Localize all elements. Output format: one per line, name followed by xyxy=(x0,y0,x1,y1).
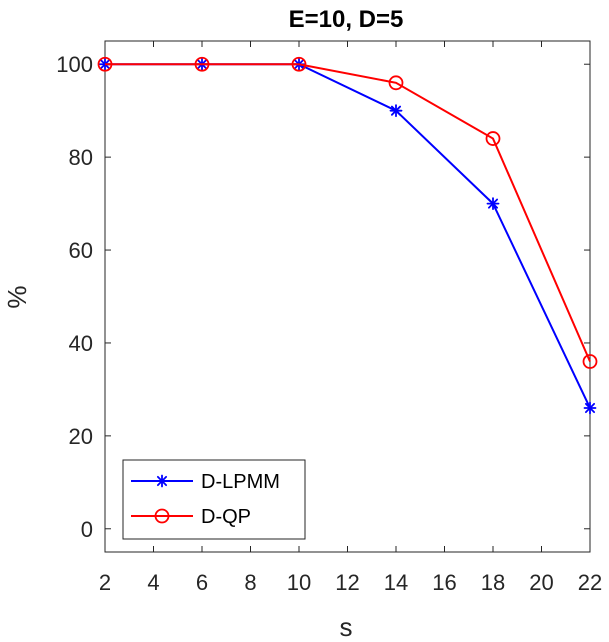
data-point-d-lpmm xyxy=(486,197,500,210)
y-axis-label: % xyxy=(2,285,32,308)
data-point-d-qp xyxy=(194,56,210,72)
data-point-d-qp xyxy=(388,75,404,91)
x-tick-label: 4 xyxy=(147,570,159,595)
series-layer xyxy=(97,56,598,415)
data-point-d-qp xyxy=(97,56,113,72)
y-tick-label: 0 xyxy=(81,517,93,542)
x-tick-label: 16 xyxy=(432,570,456,595)
legend-label-d-lpmm: D-LPMM xyxy=(201,471,280,493)
x-tick-label: 12 xyxy=(335,570,359,595)
data-point-d-qp xyxy=(485,131,501,146)
y-tick-label: 60 xyxy=(69,238,93,263)
data-point-d-lpmm xyxy=(583,401,597,415)
legend-marker-d-qp xyxy=(154,508,170,524)
x-axis: 2 4 6 8 10 12 14 16 18 20 22 xyxy=(99,41,602,595)
x-tick-label: 18 xyxy=(481,570,505,595)
y-tick-label: 100 xyxy=(56,52,93,77)
x-tick-label: 8 xyxy=(244,570,256,595)
legend-label-d-qp: D-QP xyxy=(201,506,251,528)
data-point-d-lpmm xyxy=(389,104,403,118)
legend: D-LPMM D-QP xyxy=(122,459,306,540)
x-axis-label: s xyxy=(340,612,353,642)
x-tick-label: 20 xyxy=(529,570,553,595)
data-point-d-qp xyxy=(582,354,598,369)
x-tick-label: 14 xyxy=(384,570,408,595)
series-line-d-qp xyxy=(105,63,591,362)
y-tick-label: 20 xyxy=(69,424,93,449)
x-tick-label: 2 xyxy=(99,570,111,595)
data-point-d-qp xyxy=(291,56,307,72)
x-tick-label: 10 xyxy=(287,570,311,595)
y-tick-label: 80 xyxy=(69,145,93,170)
y-axis: 0 20 40 60 80 100 xyxy=(56,52,590,542)
x-tick-label: 22 xyxy=(578,570,602,595)
x-tick-label: 6 xyxy=(196,570,208,595)
legend-box xyxy=(122,459,306,540)
legend-marker-d-lpmm xyxy=(155,474,169,488)
chart-title: E=10, D=5 xyxy=(289,6,404,33)
y-tick-label: 40 xyxy=(69,331,93,356)
